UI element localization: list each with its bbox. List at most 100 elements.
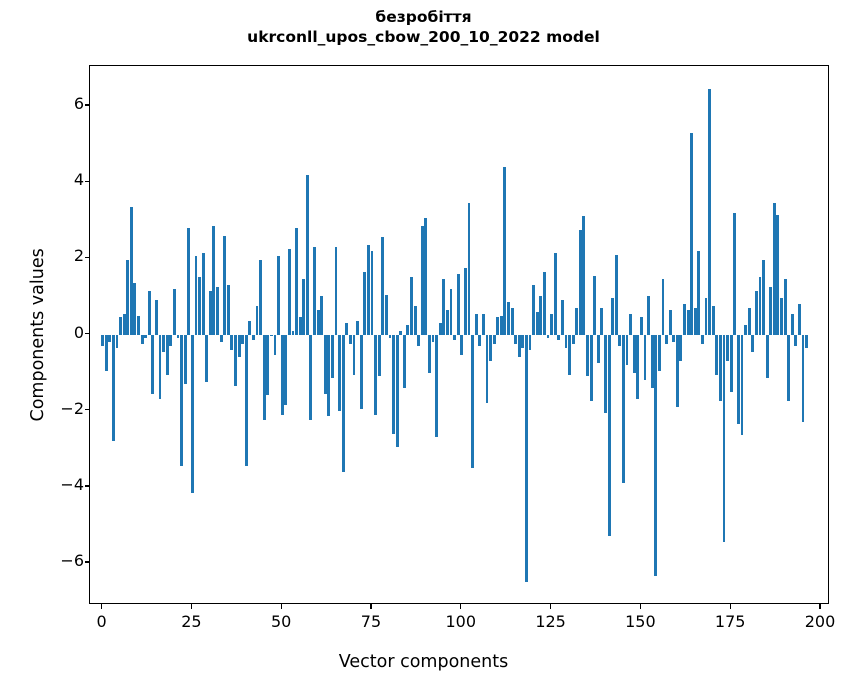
bar — [758, 277, 762, 335]
bar — [783, 279, 787, 335]
bar — [722, 334, 726, 543]
bar — [586, 334, 589, 377]
y-tick-label: −4 — [60, 474, 84, 494]
bar — [499, 315, 503, 335]
bar — [334, 246, 338, 335]
bar — [255, 305, 259, 335]
x-tick-mark — [819, 604, 821, 609]
y-tick-mark — [84, 180, 89, 182]
bar — [632, 334, 636, 373]
bar — [212, 225, 216, 335]
bar — [140, 334, 144, 345]
bar — [363, 271, 367, 335]
bar — [262, 334, 266, 421]
bar — [679, 334, 683, 362]
bar — [388, 334, 392, 339]
bar — [701, 334, 704, 345]
bar — [593, 275, 597, 335]
bar — [611, 298, 615, 335]
bar — [129, 206, 133, 335]
bar — [769, 286, 773, 335]
bar — [568, 334, 571, 375]
bar — [744, 325, 747, 335]
bar — [269, 334, 273, 337]
bar — [614, 254, 618, 335]
bar — [183, 334, 187, 385]
bar — [144, 334, 148, 339]
bar — [690, 132, 694, 335]
bar — [180, 334, 184, 466]
bar — [467, 203, 471, 335]
bar — [672, 334, 676, 343]
x-tick-label: 0 — [96, 612, 107, 631]
bar — [639, 317, 643, 335]
bar — [765, 334, 769, 379]
bar — [521, 334, 525, 348]
bar — [273, 334, 277, 356]
x-tick-mark — [280, 604, 282, 609]
bar — [582, 216, 586, 335]
bar — [650, 334, 654, 388]
bar — [776, 214, 780, 335]
bar — [589, 334, 593, 402]
bar — [762, 260, 765, 335]
bar — [205, 334, 209, 383]
y-tick-label: 0 — [73, 322, 84, 342]
bar — [546, 334, 550, 339]
bar — [165, 334, 169, 375]
bar — [226, 285, 230, 335]
bar — [481, 313, 485, 335]
bar — [295, 227, 298, 335]
bar — [463, 267, 467, 335]
bar — [492, 334, 496, 345]
bar — [550, 313, 554, 335]
bar — [327, 334, 331, 417]
bar — [657, 334, 661, 371]
x-tick-label: 25 — [181, 612, 202, 631]
bar — [104, 334, 108, 371]
x-axis-label: Vector components — [338, 652, 509, 672]
bar — [417, 334, 421, 346]
bar — [471, 334, 474, 468]
bar — [313, 246, 316, 335]
bar — [320, 296, 324, 335]
bar — [187, 227, 191, 335]
bar — [794, 334, 798, 346]
bar — [665, 334, 668, 345]
y-tick-mark — [84, 332, 89, 335]
bar — [237, 334, 241, 358]
bar — [309, 334, 313, 421]
bar — [643, 334, 647, 381]
bar — [137, 315, 140, 335]
bar — [474, 313, 478, 335]
y-tick-mark — [84, 256, 89, 258]
bar — [147, 290, 151, 335]
bar — [578, 229, 582, 335]
x-tick-label: 100 — [445, 612, 477, 631]
x-tick-label: 200 — [804, 612, 836, 631]
bar — [715, 334, 719, 375]
bar — [625, 334, 629, 366]
bar — [126, 260, 130, 335]
bar — [525, 334, 528, 583]
bar — [402, 334, 406, 388]
bar — [305, 174, 309, 335]
bar — [449, 288, 453, 335]
bar — [604, 334, 607, 413]
bar — [122, 313, 126, 335]
bar — [208, 290, 212, 335]
bar — [219, 334, 223, 343]
bar — [234, 334, 237, 386]
bar — [456, 273, 460, 335]
bar — [693, 307, 697, 335]
x-tick-mark — [729, 604, 731, 609]
bar — [223, 235, 227, 335]
bar — [489, 334, 492, 362]
bar — [539, 296, 543, 335]
bar — [133, 283, 137, 335]
bar — [736, 334, 740, 425]
bar — [406, 325, 410, 335]
bar — [115, 334, 119, 348]
bar — [172, 288, 176, 335]
